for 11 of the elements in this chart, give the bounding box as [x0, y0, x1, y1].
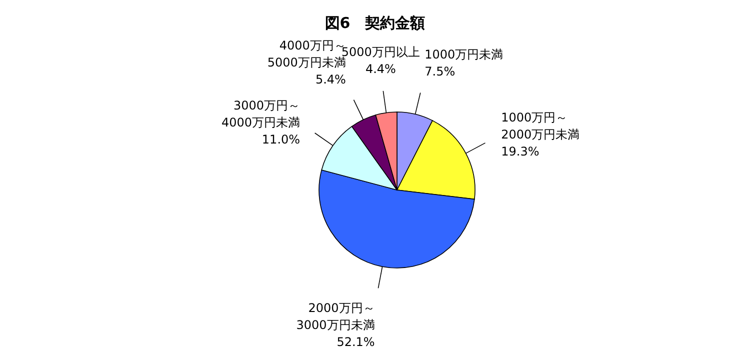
slice-label: 2000万円～ 3000万円未満 [296, 300, 375, 332]
data-label: 5.4% [315, 72, 346, 87]
data-label: 11.0% [262, 132, 300, 147]
slice-label: 1000万円～ 2000万円未満 [501, 110, 580, 142]
data-label: 7.5% [424, 64, 456, 78]
slice-label: 1000万円未満 [424, 47, 504, 62]
slice-label: 3000万円～ 4000万円未満 [222, 98, 300, 130]
data-label: 4.4% [365, 62, 396, 76]
data-label: 52.1% [336, 334, 375, 349]
chart-title: 図6 契約金額 [324, 14, 426, 32]
data-label: 19.3% [501, 144, 540, 158]
